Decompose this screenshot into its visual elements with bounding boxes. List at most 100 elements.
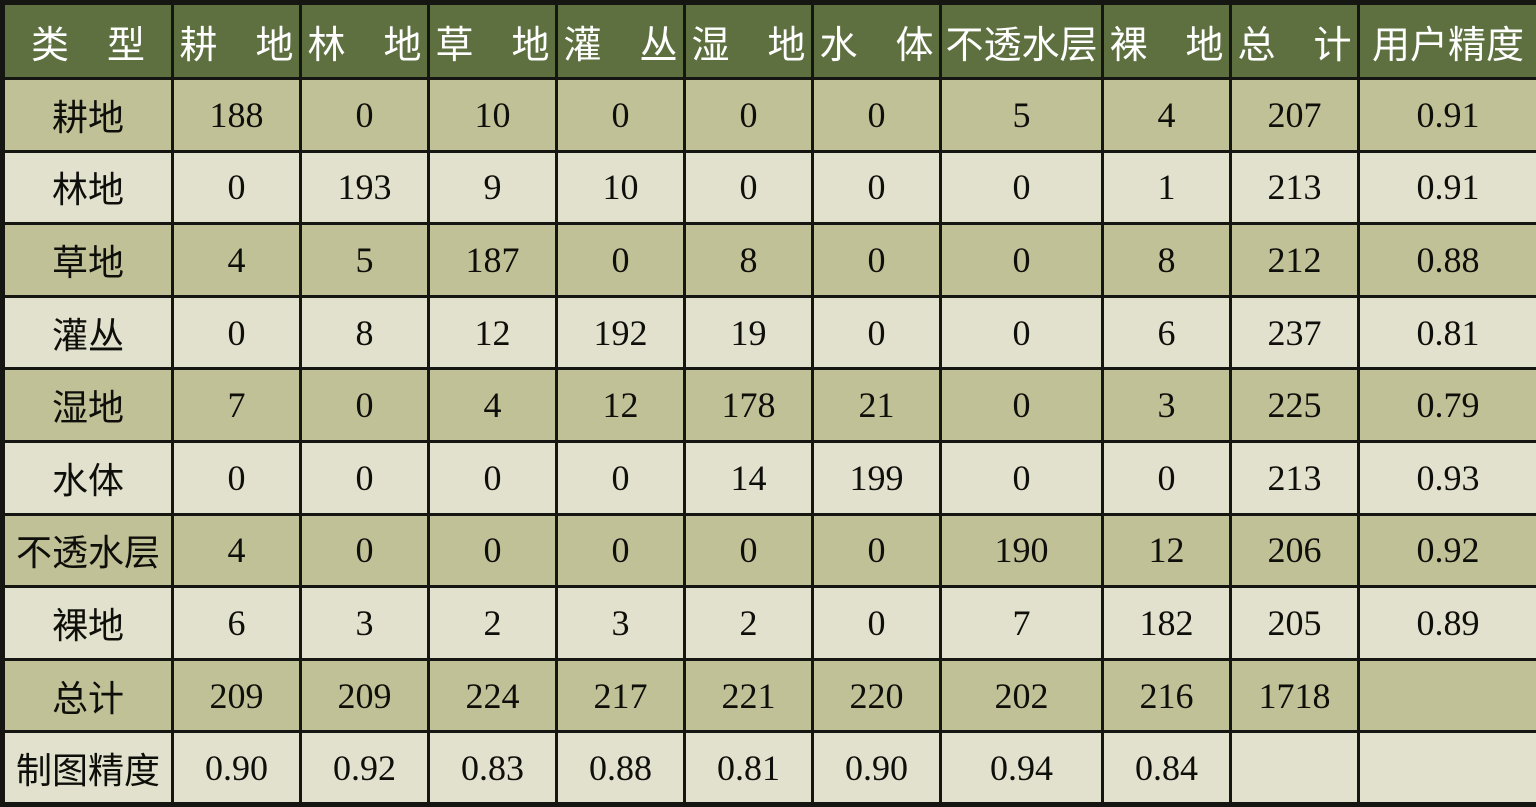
cell: 2 bbox=[427, 585, 558, 661]
header-forest: 林 地 bbox=[299, 1, 430, 80]
cell: 0 bbox=[299, 512, 430, 589]
table-row-shrubland: 灌丛 0 8 12 192 19 0 0 6 237 0.81 bbox=[1, 294, 1536, 371]
cell: 5 bbox=[299, 222, 430, 298]
header-bareland: 裸 地 bbox=[1101, 1, 1232, 80]
cell: 0 bbox=[555, 512, 686, 589]
cell: 190 bbox=[939, 512, 1104, 589]
cell: 0.84 bbox=[1101, 730, 1232, 806]
row-label: 耕地 bbox=[1, 77, 174, 153]
row-label: 草地 bbox=[1, 222, 174, 298]
cell: 0 bbox=[171, 294, 302, 371]
row-label: 裸地 bbox=[1, 585, 174, 661]
cell: 0.94 bbox=[939, 730, 1104, 806]
cell: 5 bbox=[939, 77, 1104, 153]
cell: 8 bbox=[1101, 222, 1232, 298]
cell: 4 bbox=[171, 222, 302, 298]
cell: 0 bbox=[299, 367, 430, 443]
cell: 0.91 bbox=[1357, 77, 1536, 153]
cell: 9 bbox=[427, 149, 558, 226]
table-row-cropland: 耕地 188 0 10 0 0 0 5 4 207 0.91 bbox=[1, 77, 1536, 153]
header-total: 总 计 bbox=[1229, 1, 1360, 80]
header-grassland: 草 地 bbox=[427, 1, 558, 80]
cell: 182 bbox=[1101, 585, 1232, 661]
cell: 0 bbox=[299, 439, 430, 516]
cell: 0 bbox=[683, 77, 814, 153]
header-shrubland: 灌 丛 bbox=[555, 1, 686, 80]
cell: 0 bbox=[939, 149, 1104, 226]
cell: 19 bbox=[683, 294, 814, 371]
cell bbox=[1357, 730, 1536, 806]
cell: 7 bbox=[939, 585, 1104, 661]
cell: 192 bbox=[555, 294, 686, 371]
cell: 0 bbox=[811, 585, 942, 661]
cell: 220 bbox=[811, 657, 942, 734]
row-label: 灌丛 bbox=[1, 294, 174, 371]
cell: 0 bbox=[555, 77, 686, 153]
cell: 0.81 bbox=[1357, 294, 1536, 371]
cell: 0.83 bbox=[427, 730, 558, 806]
cell: 0.93 bbox=[1357, 439, 1536, 516]
row-label: 湿地 bbox=[1, 367, 174, 443]
cell: 0 bbox=[811, 77, 942, 153]
row-label: 林地 bbox=[1, 149, 174, 226]
cell: 0.92 bbox=[299, 730, 430, 806]
table-row-total: 总计 209 209 224 217 221 220 202 216 1718 bbox=[1, 657, 1536, 734]
header-wetland: 湿 地 bbox=[683, 1, 814, 80]
cell: 213 bbox=[1229, 439, 1360, 516]
header-cropland: 耕 地 bbox=[171, 1, 302, 80]
cell: 206 bbox=[1229, 512, 1360, 589]
cell: 12 bbox=[555, 367, 686, 443]
cell: 2 bbox=[683, 585, 814, 661]
cell: 7 bbox=[171, 367, 302, 443]
cell: 209 bbox=[299, 657, 430, 734]
cell: 4 bbox=[1101, 77, 1232, 153]
cell: 14 bbox=[683, 439, 814, 516]
cell: 0 bbox=[555, 439, 686, 516]
cell: 205 bbox=[1229, 585, 1360, 661]
cell: 0.89 bbox=[1357, 585, 1536, 661]
cell: 0 bbox=[939, 367, 1104, 443]
table-row-water: 水体 0 0 0 0 14 199 0 0 213 0.93 bbox=[1, 439, 1536, 516]
cell bbox=[1229, 730, 1360, 806]
table-row-bareland: 裸地 6 3 2 3 2 0 7 182 205 0.89 bbox=[1, 585, 1536, 661]
cell: 0.81 bbox=[683, 730, 814, 806]
cell: 1718 bbox=[1229, 657, 1360, 734]
cell: 224 bbox=[427, 657, 558, 734]
cell: 4 bbox=[171, 512, 302, 589]
cell: 212 bbox=[1229, 222, 1360, 298]
cell: 10 bbox=[427, 77, 558, 153]
cell: 0 bbox=[811, 512, 942, 589]
cell: 21 bbox=[811, 367, 942, 443]
row-label: 不透水层 bbox=[1, 512, 174, 589]
cell: 0.91 bbox=[1357, 149, 1536, 226]
cell: 217 bbox=[555, 657, 686, 734]
cell: 0 bbox=[1101, 439, 1232, 516]
cell: 0 bbox=[427, 439, 558, 516]
header-type: 类 型 bbox=[1, 1, 174, 80]
cell: 8 bbox=[299, 294, 430, 371]
cell: 0 bbox=[683, 149, 814, 226]
cell: 0 bbox=[683, 512, 814, 589]
cell: 10 bbox=[555, 149, 686, 226]
cell: 199 bbox=[811, 439, 942, 516]
cell bbox=[1357, 657, 1536, 734]
row-label: 水体 bbox=[1, 439, 174, 516]
cell: 3 bbox=[1101, 367, 1232, 443]
table-row-impervious: 不透水层 4 0 0 0 0 0 190 12 206 0.92 bbox=[1, 512, 1536, 589]
cell: 0 bbox=[939, 222, 1104, 298]
row-label: 制图精度 bbox=[1, 730, 174, 806]
cell: 0 bbox=[811, 294, 942, 371]
cell: 193 bbox=[299, 149, 430, 226]
header-row: 类 型 耕 地 林 地 草 地 灌 丛 湿 地 水 体 不透水层 裸 地 总 计… bbox=[1, 1, 1536, 80]
cell: 0 bbox=[939, 294, 1104, 371]
header-users-accuracy: 用户精度 bbox=[1357, 1, 1536, 80]
table-row-producers-accuracy: 制图精度 0.90 0.92 0.83 0.88 0.81 0.90 0.94 … bbox=[1, 730, 1536, 806]
cell: 0.79 bbox=[1357, 367, 1536, 443]
cell: 0 bbox=[555, 222, 686, 298]
row-label: 总计 bbox=[1, 657, 174, 734]
table-row-wetland: 湿地 7 0 4 12 178 21 0 3 225 0.79 bbox=[1, 367, 1536, 443]
cell: 188 bbox=[171, 77, 302, 153]
cell: 0 bbox=[427, 512, 558, 589]
cell: 0.92 bbox=[1357, 512, 1536, 589]
cell: 1 bbox=[1101, 149, 1232, 226]
